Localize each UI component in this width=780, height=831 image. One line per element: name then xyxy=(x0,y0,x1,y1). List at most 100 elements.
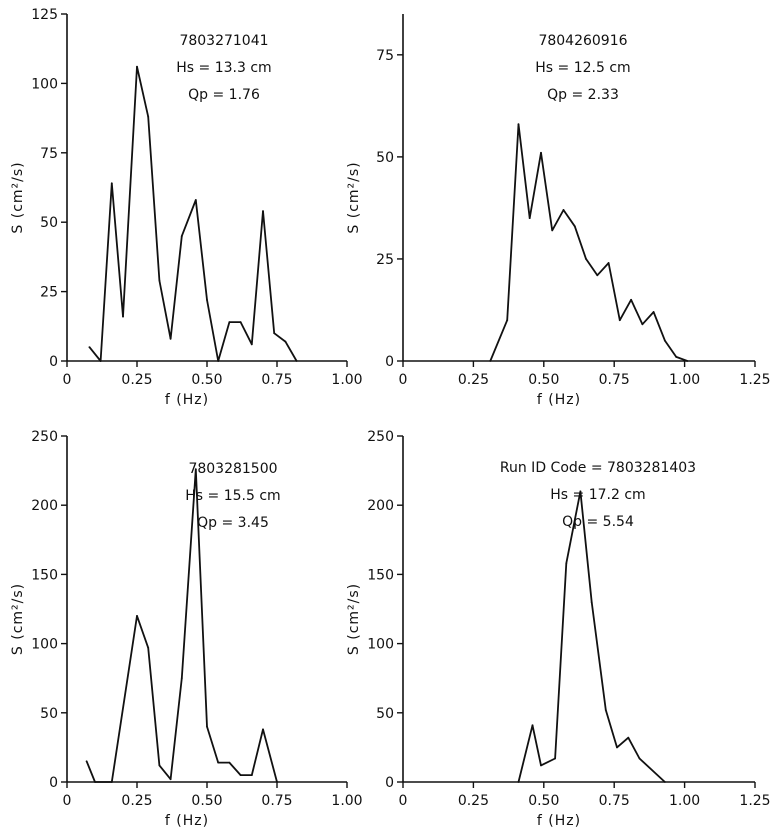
y-tick-label: 50 xyxy=(376,706,394,722)
x-tick-label: 0 xyxy=(63,793,72,809)
data-point xyxy=(540,151,542,154)
data-point xyxy=(228,761,231,764)
data-point xyxy=(616,746,618,749)
data-point xyxy=(110,781,113,783)
data-point xyxy=(94,781,96,783)
x-tick-label: 0.50 xyxy=(191,372,222,388)
data-point xyxy=(158,279,161,282)
data-point xyxy=(554,757,556,760)
hs-annotation: Hs = 17.2 cm xyxy=(550,487,645,503)
data-point xyxy=(540,764,542,767)
spectrum-line xyxy=(489,123,688,362)
y-tick-label: 25 xyxy=(376,252,394,268)
y-axis-label: S (cm²/s) xyxy=(10,161,26,233)
y-tick-label: 150 xyxy=(367,567,394,583)
data-point xyxy=(590,601,593,603)
data-point xyxy=(604,709,607,711)
data-point xyxy=(517,781,520,783)
y-axis-label: S (cm²/s) xyxy=(346,583,362,655)
run-id-annotation: 7803281500 xyxy=(188,461,277,477)
data-point xyxy=(585,258,587,260)
x-tick-label: 0.75 xyxy=(599,372,630,388)
panel-2: 0 25 50 75 0 0.25 0.50 0.75 1.00 1.25 f (Hz) S (cm²… xyxy=(346,14,771,408)
y-tick-label: 200 xyxy=(31,498,58,514)
qp-annotation: Qp = 1.76 xyxy=(188,87,260,103)
data-point xyxy=(663,339,666,342)
x-tick-label: 0.25 xyxy=(121,793,152,809)
y-tick-label: 125 xyxy=(31,7,58,23)
data-point xyxy=(517,123,520,126)
data-point xyxy=(147,646,150,649)
y-tick-label: 25 xyxy=(40,285,58,301)
data-point xyxy=(596,274,599,277)
data-point xyxy=(579,490,582,493)
data-point xyxy=(627,736,630,739)
data-point xyxy=(239,774,242,776)
data-point xyxy=(618,319,621,322)
data-point xyxy=(607,262,610,264)
x-axis-label: f (Hz) xyxy=(165,392,209,408)
data-point xyxy=(250,774,253,776)
data-point xyxy=(110,182,113,185)
x-tick-label: 0.25 xyxy=(458,793,489,809)
data-point xyxy=(276,781,278,783)
data-point xyxy=(180,677,183,680)
run-id-annotation: 7804260916 xyxy=(538,33,627,49)
x-tick-label: 0 xyxy=(399,793,408,809)
x-tick-label: 0.75 xyxy=(261,372,292,388)
data-point xyxy=(239,321,242,324)
x-tick-label: 1.00 xyxy=(669,372,700,388)
y-tick-label: 150 xyxy=(31,567,58,583)
x-tick-label: 0.75 xyxy=(261,793,292,809)
data-point xyxy=(136,615,138,617)
data-point xyxy=(180,235,183,237)
qp-annotation: Qp = 2.33 xyxy=(547,87,619,103)
y-tick-label: 0 xyxy=(385,775,394,791)
data-point xyxy=(99,360,102,362)
x-tick-label: 1.00 xyxy=(331,372,362,388)
data-point xyxy=(531,724,534,727)
spectrum-line xyxy=(517,490,666,783)
data-point xyxy=(641,323,644,326)
data-point xyxy=(262,728,264,731)
data-point xyxy=(169,337,172,340)
data-point xyxy=(122,315,124,318)
x-tick-label: 0 xyxy=(399,372,408,388)
data-point xyxy=(686,360,689,362)
x-tick-label: 0.75 xyxy=(599,793,630,809)
y-tick-label: 200 xyxy=(367,498,394,514)
data-point xyxy=(573,225,576,228)
data-point xyxy=(158,764,161,767)
data-point xyxy=(273,332,276,335)
data-point xyxy=(506,319,509,322)
x-tick-label: 1.25 xyxy=(739,793,770,809)
y-tick-label: 100 xyxy=(31,76,58,92)
y-tick-label: 250 xyxy=(367,429,394,445)
data-point xyxy=(194,468,197,471)
y-tick-label: 250 xyxy=(31,429,58,445)
panel-1: 0 25 50 75 100 125 0 0.25 0.50 0.75 1.00 f (Hz) S (c… xyxy=(10,7,363,408)
spectrum-line xyxy=(88,65,298,362)
data-point xyxy=(528,217,531,220)
data-point xyxy=(562,209,565,211)
y-tick-label: 50 xyxy=(40,706,58,722)
hs-annotation: Hs = 13.3 cm xyxy=(176,60,271,76)
x-tick-label: 1.00 xyxy=(669,793,700,809)
run-id-annotation: Run ID Code = 7803281403 xyxy=(500,460,696,476)
data-point xyxy=(630,298,632,301)
x-axis-label: f (Hz) xyxy=(537,392,581,408)
data-point xyxy=(565,562,568,565)
x-tick-label: 1.00 xyxy=(331,793,362,809)
x-tick-label: 0 xyxy=(63,372,72,388)
y-axis-label: S (cm²/s) xyxy=(10,583,26,655)
run-id-annotation: 7803271041 xyxy=(179,33,268,49)
x-tick-label: 0.50 xyxy=(528,793,559,809)
y-tick-label: 0 xyxy=(385,354,394,370)
y-tick-label: 75 xyxy=(40,146,58,162)
data-point xyxy=(284,340,287,343)
panel-4: 0 50 100 150 200 250 0 0.25 0.50 0.75 1.00 1.25 f (H… xyxy=(346,429,771,829)
y-axis-label: S (cm²/s) xyxy=(346,161,362,233)
y-tick-label: 75 xyxy=(376,48,394,64)
y-tick-label: 50 xyxy=(40,215,58,231)
data-point xyxy=(217,761,220,764)
